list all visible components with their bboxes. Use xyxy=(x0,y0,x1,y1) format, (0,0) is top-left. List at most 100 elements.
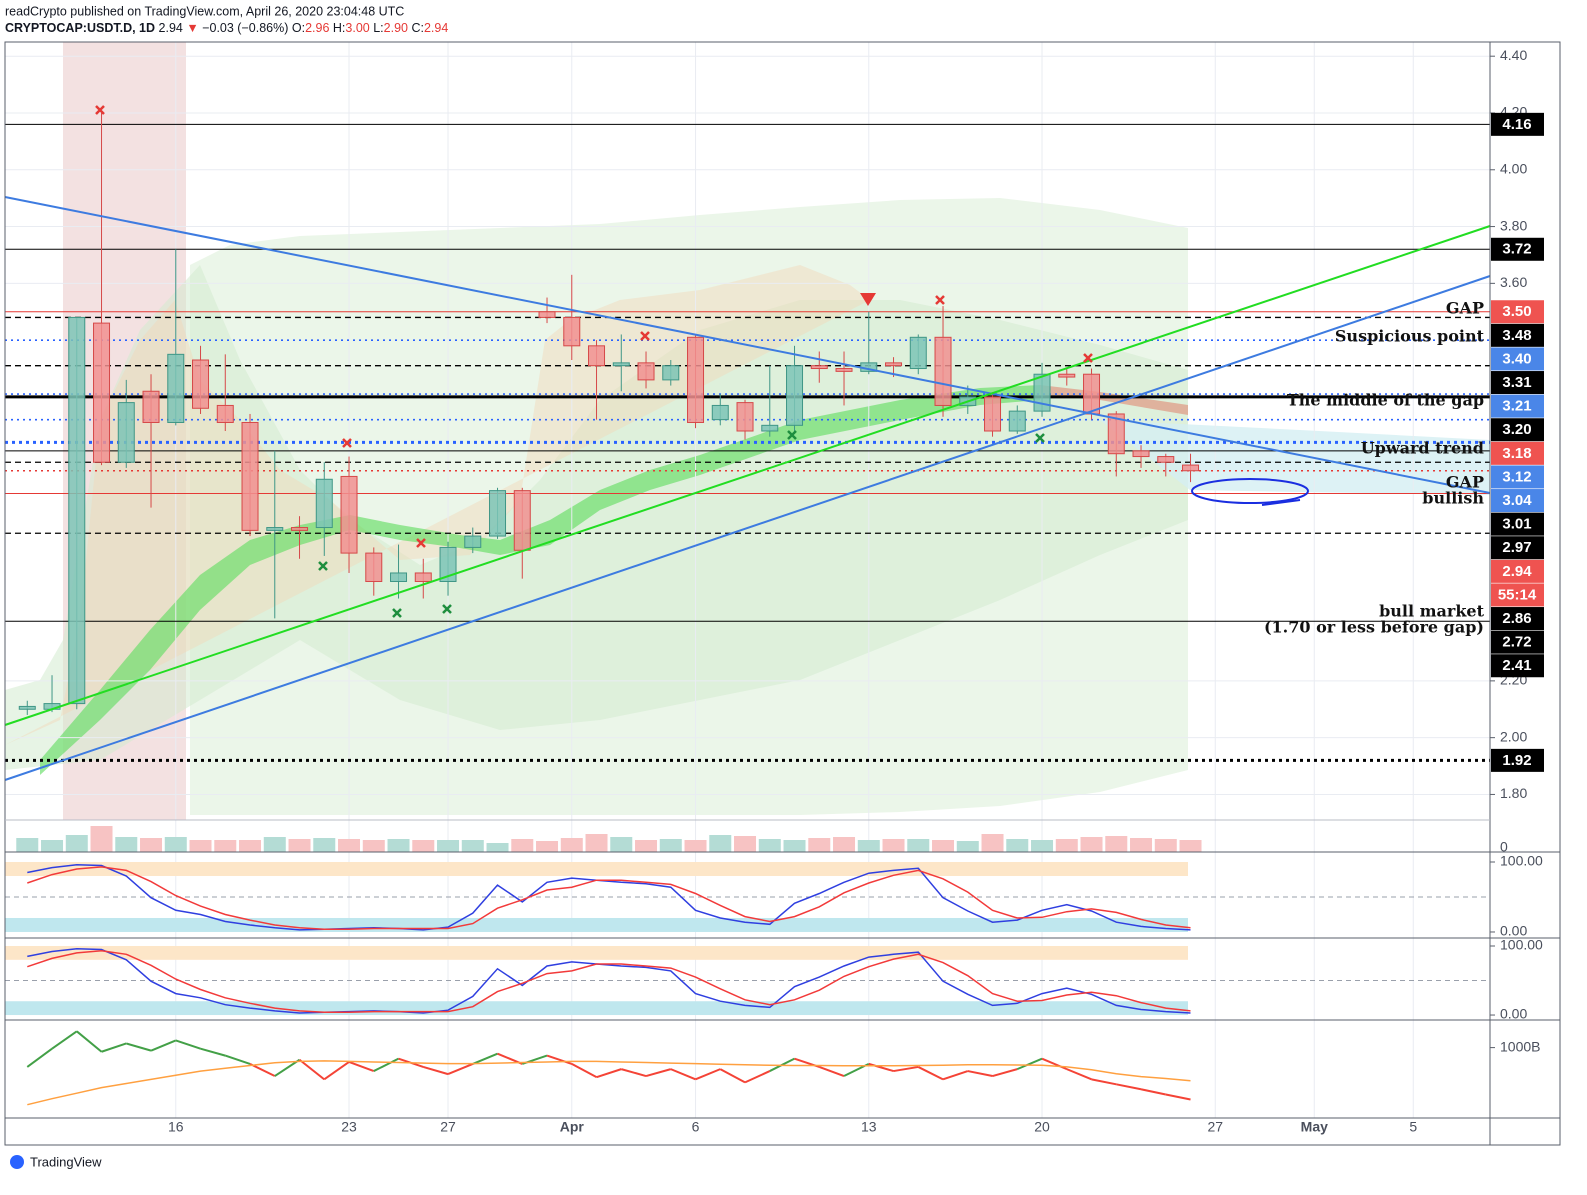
pane-tick-label: 100.00 xyxy=(1500,853,1543,869)
candle-body xyxy=(439,546,457,582)
oscillator-segment xyxy=(224,1054,251,1065)
oscillator-segment xyxy=(101,1042,127,1053)
oscillator-line xyxy=(27,950,1191,1014)
oscillator-segment xyxy=(670,1068,696,1081)
oscillator-segment xyxy=(298,1058,325,1081)
volume-bar xyxy=(511,839,534,852)
oscillator-segment xyxy=(422,1065,449,1076)
price-tag-label: 2.86 xyxy=(1502,610,1531,627)
oscillator-line xyxy=(27,948,1191,1014)
oscillator-segment xyxy=(992,1068,1018,1078)
last: 2.94 xyxy=(159,21,183,35)
oscillator-segment xyxy=(1165,1093,1191,1101)
price-tag xyxy=(1491,748,1544,772)
price-tag xyxy=(1491,300,1544,324)
volume-bar xyxy=(635,840,658,852)
oscillator-segment xyxy=(942,1070,969,1081)
candle-body xyxy=(1157,456,1175,463)
axis: 16 23 27 Apr 6 13 20 27 May 54.404.204.003.803.60… xyxy=(5,42,1560,1145)
oscillator-segment xyxy=(51,1030,78,1050)
oscillator-segment xyxy=(1041,1057,1068,1071)
candle-body xyxy=(340,475,358,554)
price-tag xyxy=(1491,583,1544,607)
volume-bar xyxy=(1055,839,1078,852)
volume-bar xyxy=(857,840,880,852)
volume-bar xyxy=(1179,840,1202,852)
volume-bar xyxy=(1130,838,1153,852)
candle-body xyxy=(18,705,36,710)
price-tag xyxy=(1491,394,1544,418)
price-tag xyxy=(1491,465,1544,489)
volume-bar xyxy=(41,840,64,852)
cloud-inner xyxy=(5,265,1188,770)
candle-body xyxy=(117,402,135,463)
price-tag-label: 3.48 xyxy=(1502,327,1531,344)
oscillator-segment xyxy=(967,1070,993,1078)
price-tag-label: 3.04 xyxy=(1502,492,1532,509)
candle-body xyxy=(464,535,482,548)
logo-icon xyxy=(10,1155,24,1169)
x-tick-label: 5 xyxy=(1409,1119,1417,1135)
volume-bar xyxy=(808,838,831,852)
x-tick-label: 27 xyxy=(440,1119,456,1135)
price-tag xyxy=(1491,559,1544,583)
candle-body xyxy=(513,490,531,551)
candle-body xyxy=(216,404,234,423)
volume-bar xyxy=(164,837,187,852)
change: −0.03 (−0.86%) xyxy=(202,21,288,35)
oscillator-line xyxy=(27,1060,1191,1106)
candle-body xyxy=(142,390,160,423)
volume-bar xyxy=(338,839,361,852)
candle-body xyxy=(1107,413,1125,455)
candle-body xyxy=(93,322,111,463)
price-tag xyxy=(1491,441,1544,465)
volume-bar xyxy=(610,837,633,852)
price-tag-label: 1.92 xyxy=(1502,752,1531,769)
volume-bar xyxy=(1105,836,1128,852)
oscillator-segment xyxy=(818,1065,845,1077)
candle-body xyxy=(687,336,705,423)
oscillator-segment xyxy=(645,1068,672,1078)
oscillator-segment xyxy=(744,1070,771,1084)
volume-bar xyxy=(239,840,262,852)
y-tick-label: 3.80 xyxy=(1500,217,1527,233)
price-tag-label: 3.50 xyxy=(1502,303,1531,320)
publisher: readCrypto published on TradingView.com,… xyxy=(5,4,404,18)
price-tag xyxy=(1491,489,1544,513)
volume-bar xyxy=(981,834,1004,852)
annotation: Suspicious point xyxy=(1335,327,1485,346)
volume-bar xyxy=(90,826,113,852)
trendline-down xyxy=(4,196,1491,494)
volume-bar xyxy=(783,840,806,852)
trendline-up-green xyxy=(4,225,1491,726)
y-tick-label: 4.40 xyxy=(1500,47,1527,63)
price-tag-label: 2.97 xyxy=(1502,539,1531,556)
pane-tick-label: 1000B xyxy=(1500,1038,1540,1054)
volume-bar xyxy=(536,841,559,852)
annotation: (1.70 or less before gap) xyxy=(1264,618,1484,637)
o-value: 2.96 xyxy=(305,21,329,35)
volume-bar xyxy=(288,839,311,852)
volume-bar xyxy=(709,835,732,852)
logo-text: TradingView xyxy=(30,1154,102,1169)
candle-body xyxy=(909,336,927,370)
h-value: 3.00 xyxy=(345,21,369,35)
oscillator-segment xyxy=(373,1057,399,1072)
oscillator-segment xyxy=(596,1068,622,1079)
time-axis-bg xyxy=(5,1118,1560,1145)
x-tick-label: 16 xyxy=(168,1119,184,1135)
candle-body xyxy=(291,527,309,531)
price-tag-label: 3.01 xyxy=(1502,516,1531,533)
oscillator-segment xyxy=(274,1058,301,1077)
price-tag-label: 3.40 xyxy=(1502,350,1531,367)
volume-bar xyxy=(362,840,385,852)
x-tick-label: 23 xyxy=(341,1119,357,1135)
y-tick-label: 3.60 xyxy=(1500,274,1527,290)
oscillator-segment xyxy=(1016,1057,1043,1071)
candle-body xyxy=(736,402,754,432)
volume-bar xyxy=(659,839,682,852)
volume-bar xyxy=(833,837,856,852)
volume-bar xyxy=(486,843,509,852)
volume-bar xyxy=(684,840,707,852)
price-tag xyxy=(1491,512,1544,536)
